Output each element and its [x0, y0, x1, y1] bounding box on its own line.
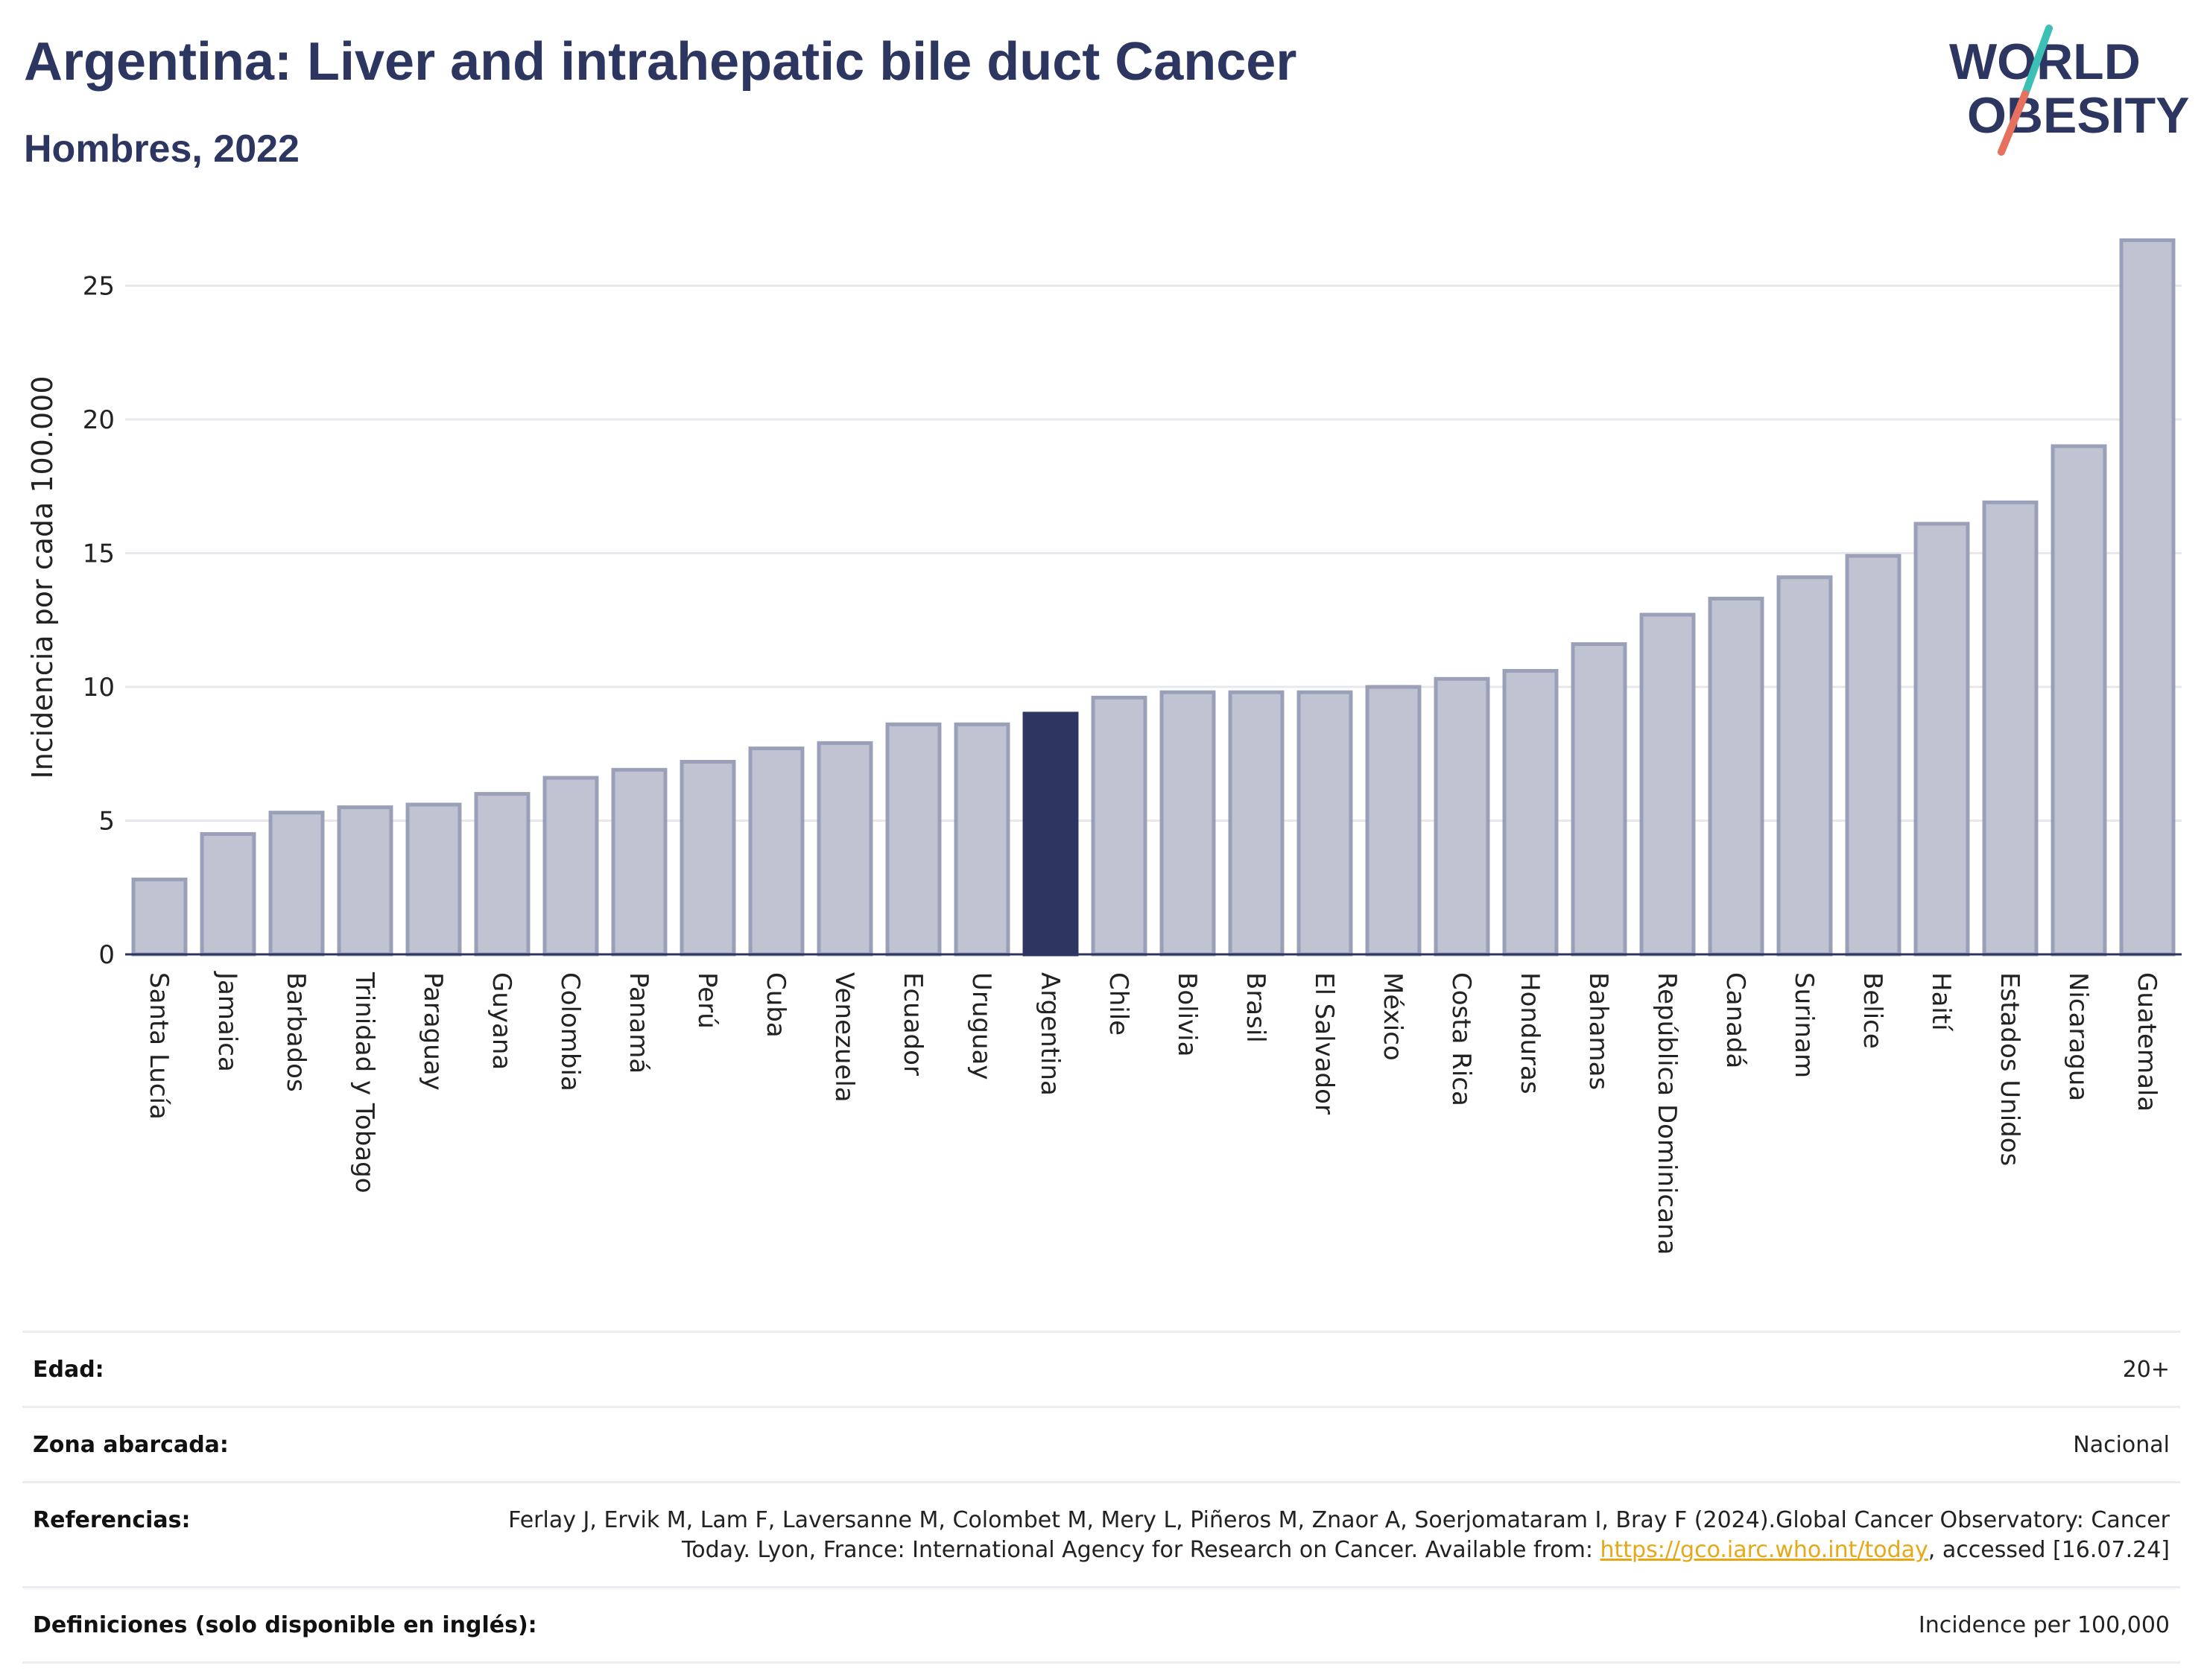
x-tick-label: Jamaica — [212, 971, 242, 1072]
logo-line-2: OBESITY — [1967, 87, 2190, 144]
x-tick-label: Argentina — [1035, 972, 1065, 1096]
world-obesity-logo: WORLD OBESITY — [1949, 25, 2190, 156]
bar-chart: 0 5 10 15 20 25 Santa Lucía Jamaica Barbados Tri… — [26, 238, 2182, 1255]
bar-argentina[interactable] — [1022, 711, 1079, 957]
x-tick-label: Paraguay — [418, 972, 448, 1091]
info-table: Edad: 20+ Zona abarcada: Nacional Refere… — [22, 1331, 2180, 1664]
x-tick-label: Perú — [692, 972, 722, 1029]
chart-title: Argentina: Liver and intrahepatic bile d… — [24, 32, 1297, 92]
x-tick-label: México — [1378, 972, 1407, 1061]
bar-nicaragua[interactable] — [2051, 444, 2107, 957]
x-tick-label: Trinidad y Tobago — [349, 971, 379, 1194]
x-tick-label: Surinam — [1789, 972, 1819, 1078]
x-tick-label: Estados Unidos — [1995, 972, 2024, 1166]
x-tick-label: Costa Rica — [1446, 972, 1476, 1106]
info-label: Referencias: — [33, 1507, 191, 1533]
bar-canadá[interactable] — [1708, 597, 1764, 957]
x-tick-label: Canadá — [1720, 972, 1750, 1068]
x-tick-label: Belice — [1858, 972, 1887, 1049]
x-tick-label: Bahamas — [1583, 972, 1613, 1090]
x-tick-label: Chile — [1103, 972, 1133, 1036]
x-tick-label: Venezuela — [829, 972, 859, 1103]
bar-belice[interactable] — [1845, 554, 1901, 957]
grid-lines — [125, 285, 2182, 822]
info-label: Edad: — [33, 1357, 104, 1383]
logo-slash-bottom — [1998, 90, 2029, 156]
bar-jamaica[interactable] — [200, 831, 256, 957]
x-tick-label: Barbados — [281, 972, 311, 1092]
info-row-referencias: Referencias: Ferlay J, Ervik M, Lam F, L… — [22, 1481, 2180, 1586]
category-labels: Santa Lucía Jamaica Barbados Trinidad y Tob… — [144, 971, 2162, 1255]
bar-méxico[interactable] — [1365, 685, 1422, 957]
bar-república-dominicana[interactable] — [1639, 612, 1696, 957]
x-tick-label: Nicaragua — [2063, 972, 2093, 1101]
bars — [131, 238, 2176, 957]
bar-guatemala[interactable] — [2119, 238, 2176, 957]
x-tick-label: El Salvador — [1309, 972, 1339, 1115]
y-tick-label: 15 — [83, 539, 115, 569]
info-value: Nacional — [2073, 1432, 2170, 1458]
bar-panamá[interactable] — [611, 767, 668, 957]
info-label: Zona abarcada: — [33, 1432, 229, 1458]
reference-text-after: , accessed [16.07.24] — [1928, 1537, 2170, 1563]
x-tick-label: Honduras — [1515, 972, 1545, 1094]
bar-cuba[interactable] — [748, 747, 805, 957]
x-tick-label: Colombia — [555, 972, 585, 1091]
bar-estados-unidos[interactable] — [1982, 500, 2039, 957]
info-label: Definiciones (solo disponible en inglés)… — [33, 1612, 537, 1638]
y-tick-label: 20 — [83, 405, 115, 435]
x-tick-label: Brasil — [1241, 972, 1270, 1043]
info-value: 20+ — [2122, 1357, 2170, 1383]
y-tick-label: 10 — [83, 673, 115, 703]
bar-haití[interactable] — [1913, 522, 1970, 957]
chart-subtitle: Hombres, 2022 — [24, 127, 300, 171]
bar-uruguay[interactable] — [954, 722, 1010, 957]
y-axis-title: Incidencia por cada 100.000 — [26, 375, 59, 779]
x-tick-label: Guyana — [487, 972, 516, 1070]
bar-costa-rica[interactable] — [1434, 676, 1490, 957]
bar-paraguay[interactable] — [405, 802, 462, 957]
bar-chile[interactable] — [1091, 695, 1147, 957]
x-tick-label: Guatemala — [2132, 972, 2162, 1112]
y-tick-label: 25 — [83, 272, 115, 302]
bar-guyana[interactable] — [474, 792, 531, 957]
bar-colombia[interactable] — [542, 776, 599, 957]
info-value-reference: Ferlay J, Ervik M, Lam F, Laversanne M, … — [456, 1506, 2170, 1565]
y-tick-label: 5 — [98, 807, 115, 837]
bar-venezuela[interactable] — [817, 741, 873, 957]
reference-link[interactable]: https://gco.iarc.who.int/today — [1600, 1537, 1928, 1563]
logo-slash-top — [2021, 25, 2053, 98]
info-row-edad: Edad: 20+ — [22, 1331, 2180, 1406]
bar-perú[interactable] — [680, 760, 736, 957]
x-tick-label: Haití — [1926, 972, 1956, 1032]
x-tick-label: Ecuador — [898, 972, 928, 1076]
bar-barbados[interactable] — [268, 811, 325, 957]
x-tick-label: Bolivia — [1172, 972, 1202, 1056]
bar-bahamas[interactable] — [1571, 642, 1627, 957]
axes: 0 5 10 15 20 25 — [83, 272, 2182, 970]
x-tick-label: República Dominicana — [1652, 972, 1682, 1255]
x-tick-label: Cuba — [761, 972, 791, 1038]
bar-trinidad-y-tobago[interactable] — [337, 805, 393, 957]
bar-ecuador[interactable] — [885, 722, 942, 957]
x-tick-label: Uruguay — [966, 972, 996, 1080]
bar-bolivia[interactable] — [1159, 690, 1216, 957]
info-row-definiciones: Definiciones (solo disponible en inglés)… — [22, 1586, 2180, 1664]
info-value: Incidence per 100,000 — [1918, 1612, 2170, 1638]
bar-honduras[interactable] — [1502, 668, 1559, 957]
x-tick-label: Panamá — [624, 972, 653, 1074]
bar-surinam[interactable] — [1776, 575, 1833, 957]
info-row-zona: Zona abarcada: Nacional — [22, 1406, 2180, 1481]
reference-text: Ferlay J, Ervik M, Lam F, Laversanne M, … — [508, 1507, 2170, 1563]
y-tick-label: 0 — [98, 940, 115, 970]
bar-el-salvador[interactable] — [1296, 690, 1353, 957]
x-tick-label: Santa Lucía — [144, 972, 174, 1120]
bar-santa-lucía[interactable] — [131, 877, 188, 957]
bar-brasil[interactable] — [1228, 690, 1285, 957]
